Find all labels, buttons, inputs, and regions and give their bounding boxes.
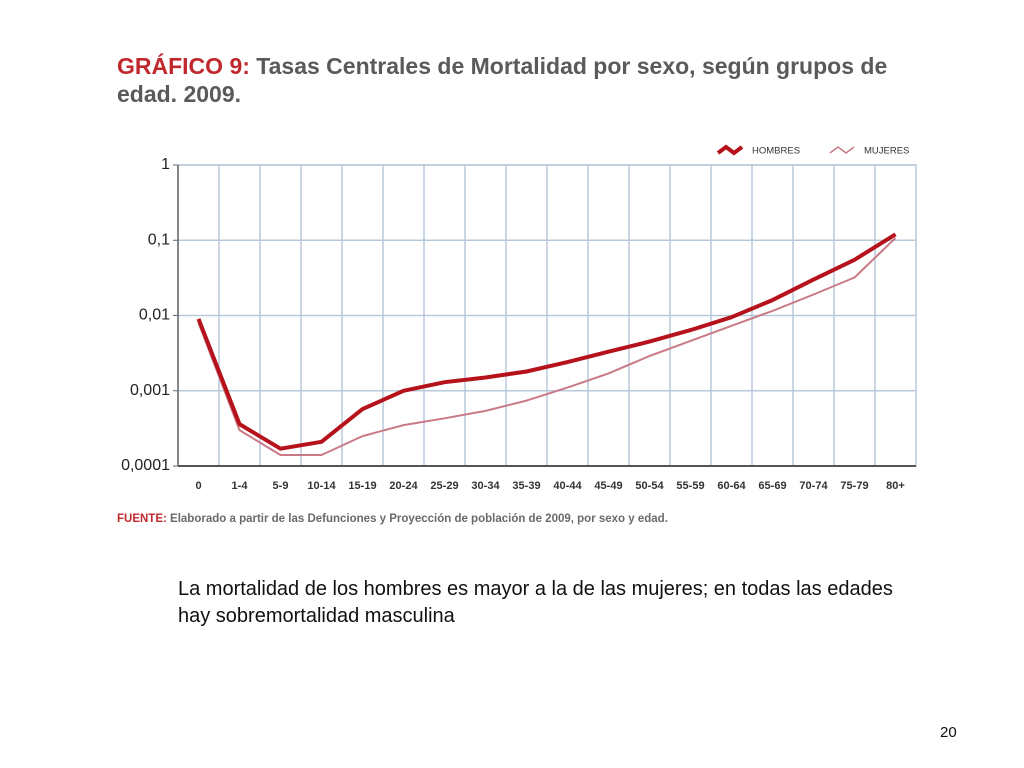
caption: La mortalidad de los hombres es mayor a … (178, 578, 893, 627)
x-tick-label: 25-29 (430, 480, 458, 492)
x-tick-label: 30-34 (471, 480, 500, 492)
x-tick-label: 55-59 (676, 480, 704, 492)
legend-swatch (716, 144, 744, 156)
x-tick-label: 35-39 (512, 480, 540, 492)
x-tick-label: 0 (195, 480, 201, 492)
y-tick-label: 0,0001 (121, 457, 170, 474)
page-number: 20 (940, 724, 957, 741)
legend-label: HOMBRES (752, 146, 800, 157)
x-tick-label: 5-9 (273, 480, 289, 492)
x-tick-label: 1-4 (232, 480, 249, 492)
x-tick-label: 60-64 (717, 480, 746, 492)
x-tick-label: 65-69 (758, 480, 786, 492)
x-tick-label: 15-19 (348, 480, 376, 492)
legend-label: MUJERES (864, 146, 909, 157)
title: GRÁFICO 9: Tasas Centrales de Mortalidad… (117, 52, 927, 108)
y-tick-label: 1 (161, 156, 170, 173)
series-line (196, 232, 897, 451)
x-tick-label: 40-44 (553, 480, 582, 492)
x-tick-label: 20-24 (389, 480, 418, 492)
series-line (197, 237, 897, 456)
title-text: Tasas Centrales de Mortalidad por sexo, … (117, 53, 888, 107)
x-tick-label: 70-74 (799, 480, 828, 492)
x-tick-label: 10-14 (307, 480, 336, 492)
source: FUENTE: Elaborado a partir de las Defunc… (117, 513, 668, 525)
x-tick-label: 50-54 (635, 480, 664, 492)
source-text: Elaborado a partir de las Defunciones y … (170, 513, 668, 525)
y-tick-label: 0,1 (148, 231, 170, 248)
legend-swatch (829, 146, 855, 154)
y-tick-label: 0,001 (130, 382, 170, 399)
x-tick-label: 80+ (886, 480, 905, 492)
x-tick-label: 75-79 (840, 480, 868, 492)
y-tick-label: 0,01 (139, 307, 170, 324)
title-label: GRÁFICO 9: (117, 53, 250, 79)
source-label: FUENTE: (117, 513, 167, 525)
x-tick-label: 45-49 (594, 480, 622, 492)
